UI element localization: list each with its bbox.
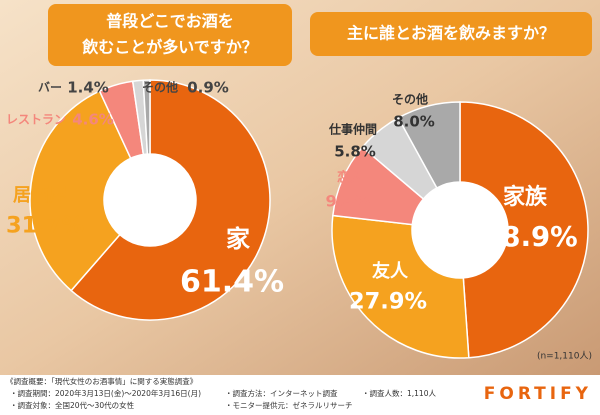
slice-label: 友人 [372, 260, 409, 282]
footer-item: ・調査人数：1,110人 [362, 388, 436, 398]
slice-label: その他 [142, 80, 178, 95]
value-label: 5.8% [334, 143, 376, 161]
title-banner [48, 4, 292, 66]
chart-title: 普段どこでお酒を [106, 12, 234, 31]
footer-item: ・調査方法：インターネット調査 [225, 388, 338, 398]
sample-note: (n=1,110人) [537, 351, 592, 362]
footer-item: ・モニター提供元：ゼネラルリサーチ [225, 400, 353, 410]
slice-label: 家族 [503, 184, 548, 210]
value-label: 8.0% [393, 113, 435, 131]
donut-hole [412, 182, 508, 278]
chart-title: 主に誰とお酒を飲みますか？ [347, 24, 555, 43]
value-label: 27.9% [349, 289, 427, 315]
value-label: 4.6% [72, 111, 114, 129]
value-label: 31.7% [6, 213, 84, 239]
slice-label: 居酒屋 [13, 184, 67, 206]
slice-label: 恋人 [337, 170, 364, 186]
slice-label: 家 [226, 225, 250, 253]
slice-label: バー [38, 81, 62, 95]
pie-slice [397, 101, 461, 189]
logo: FORTIFY [484, 384, 592, 404]
title-banner [310, 12, 592, 56]
footer-band [0, 375, 600, 415]
value-label: 9.4% [325, 192, 370, 211]
value-label: 1.4% [67, 79, 109, 97]
footer-item: ・調査期間：2020年3月13日(金)～2020年3月16日(月) [10, 388, 201, 398]
footer-item: ・調査対象：全国20代～30代の女性 [10, 400, 135, 410]
slice-label: 仕事仲間 [328, 122, 377, 137]
value-label: 0.9% [187, 79, 229, 97]
value-label: 61.4% [180, 265, 284, 300]
footer-heading: 《調査概要：「現代女性のお酒事情」に関する実態調査》 [6, 376, 197, 386]
donut-hole [104, 154, 196, 246]
chart-title: 飲むことが多いですか？ [81, 38, 258, 57]
slice-label: レストラン [6, 113, 66, 127]
slice-label: その他 [392, 92, 428, 107]
